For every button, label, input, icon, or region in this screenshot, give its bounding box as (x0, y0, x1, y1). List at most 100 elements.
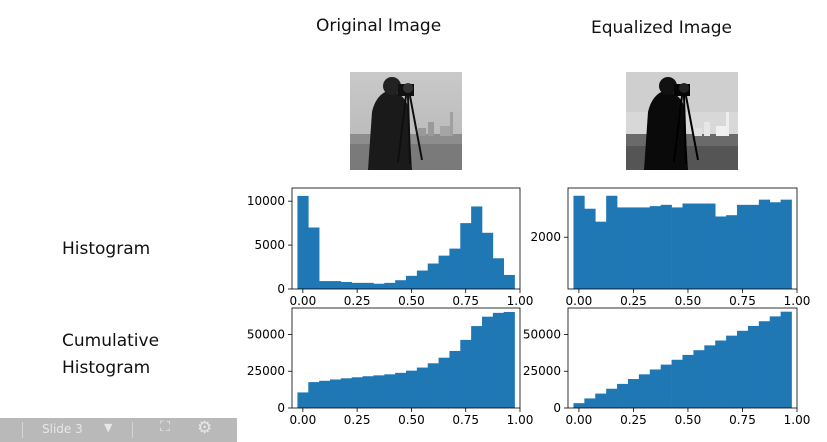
bar (726, 335, 738, 408)
bar (649, 369, 661, 408)
bar (704, 203, 716, 289)
toolbar-separator (22, 422, 23, 438)
gear-icon[interactable]: ⚙ (197, 418, 213, 438)
bar (671, 359, 683, 408)
x-tick-label: 0.50 (675, 294, 702, 308)
y-tick-label: 50000 (523, 327, 561, 341)
x-tick-label: 1.00 (507, 413, 534, 427)
original-cumulative-histogram-chart: 0.00 0.25 0.50 0.75 1.00 0 25000 50000 (247, 307, 534, 427)
bar (427, 363, 439, 408)
chevron-down-icon[interactable]: ▼ (104, 421, 113, 434)
bar (438, 255, 450, 289)
bar (769, 316, 781, 408)
bar (406, 370, 418, 408)
cumulative-row-label-line2: Histogram (62, 358, 151, 378)
y-tick-label: 5000 (254, 238, 285, 252)
bar (340, 378, 353, 408)
y-tick-label: 0 (277, 401, 285, 415)
equalized-histogram-chart: 0.00 0.25 0.50 0.75 1.00 2000 (530, 187, 811, 308)
bar (319, 380, 331, 408)
bar (416, 270, 429, 289)
x-tick-label: 0.00 (289, 294, 316, 308)
bar (682, 203, 694, 289)
x-tick-label: 0.50 (398, 413, 425, 427)
x-tick-label: 0.00 (566, 413, 593, 427)
toolbar-separator (132, 422, 133, 438)
presenter-toolbar: Slide 3 ▼ ⛶ ⚙ (0, 418, 237, 442)
y-tick-label: 0 (277, 282, 285, 296)
bar (503, 311, 515, 408)
bar (617, 383, 629, 408)
bar (449, 350, 461, 408)
bar (471, 326, 483, 408)
x-tick-label: 0.25 (344, 413, 371, 427)
bar (584, 398, 596, 408)
x-tick-label: 0.25 (344, 294, 371, 308)
equalized-cumulative-histogram-chart: 0.00 0.25 0.50 0.75 1.00 0 25000 50000 (523, 307, 811, 427)
x-tick-label: 0.75 (729, 294, 756, 308)
original-image-thumbnail (350, 72, 462, 170)
bar (747, 204, 760, 289)
bar (649, 206, 661, 289)
bar (351, 377, 363, 408)
bar (416, 367, 429, 408)
y-tick-label: 2000 (530, 230, 561, 244)
x-tick-label: 1.00 (784, 413, 811, 427)
y-tick-label: 50000 (247, 327, 285, 341)
bar (638, 374, 651, 408)
original-image-title: Original Image (316, 16, 442, 36)
slide-selector-label[interactable]: Slide 3 (42, 422, 83, 436)
bar (627, 207, 640, 289)
bar (406, 275, 418, 289)
bar (627, 379, 640, 408)
bar (715, 340, 727, 408)
bar (373, 375, 385, 408)
cumulative-row-label-line1: Cumulative (62, 331, 160, 351)
bar (693, 350, 705, 408)
x-tick-label: 0.50 (675, 413, 702, 427)
bar (319, 281, 331, 289)
y-tick-label: 0 (553, 401, 561, 415)
bar (693, 203, 705, 289)
bar (606, 195, 618, 289)
bar (595, 221, 607, 289)
bar (340, 281, 353, 289)
axes-frame (291, 187, 521, 290)
bar (660, 204, 672, 289)
bar (384, 374, 396, 408)
bar (395, 280, 407, 289)
bar (308, 227, 320, 289)
bar (308, 382, 320, 408)
bar (362, 282, 374, 289)
bar (503, 274, 515, 289)
bar (573, 195, 585, 289)
bar (460, 223, 472, 289)
bar (671, 207, 683, 289)
histogram-row-label: Histogram (62, 239, 151, 259)
bar (384, 282, 396, 289)
axes-frame (567, 187, 798, 290)
bar (460, 339, 472, 408)
bar (362, 376, 374, 408)
bar (737, 204, 749, 289)
bar (780, 311, 792, 408)
x-tick-label: 1.00 (784, 294, 811, 308)
bar (438, 357, 450, 408)
bar (573, 403, 585, 408)
y-tick-label: 25000 (523, 364, 561, 378)
bar (606, 388, 618, 408)
x-tick-label: 0.75 (452, 294, 479, 308)
bar (482, 232, 494, 289)
bar (780, 199, 792, 289)
axes-frame (291, 307, 521, 409)
bar (769, 202, 781, 289)
y-tick-label: 10000 (247, 194, 285, 208)
bar (395, 372, 407, 408)
bar (704, 345, 716, 408)
bar (638, 207, 651, 289)
bar (726, 215, 738, 289)
fullscreen-icon[interactable]: ⛶ (160, 419, 170, 435)
bar (758, 321, 771, 408)
original-histogram-chart: 0.00 0.25 0.50 0.75 1.00 0 5000 10000 (247, 187, 533, 308)
x-tick-label: 0.00 (566, 294, 593, 308)
